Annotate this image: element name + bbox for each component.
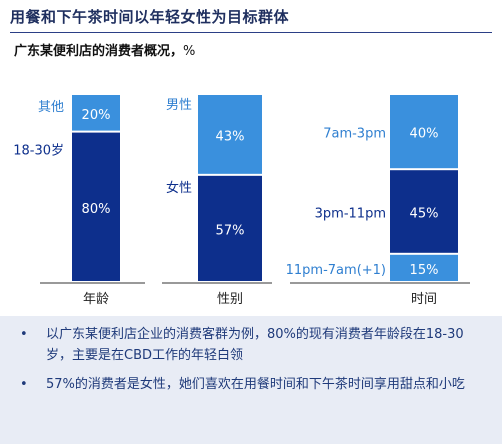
note-text: 57%的消费者是女性，她们喜欢在用餐时间和下午茶时间享用甜点和小吃 [46,377,465,392]
series-label: 18-30岁 [13,144,64,159]
data-label: 20% [82,108,111,123]
subtitle-unit: % [183,44,196,59]
title-divider [10,32,492,33]
bullet-icon: • [20,377,28,392]
data-label: 57% [216,223,245,238]
series-label: 11pm-7am(+1) [286,263,386,278]
data-label: 43% [216,129,245,144]
bar-segment [198,175,262,281]
subtitle-text: 广东某便利店的消费者概况， [14,44,184,59]
series-label: 3pm-11pm [315,207,386,222]
chart-subtitle: 广东某便利店的消费者概况，% [14,40,195,59]
bar-segment [72,132,120,281]
note-item: • 57%的消费者是女性，她们喜欢在用餐时间和下午茶时间享用甜点和小吃 [20,374,480,395]
note-item: • 以广东某便利店企业的消费客群为例，80%的现有消费者年龄段在18-30岁，主… [20,324,480,366]
data-label: 80% [82,202,111,217]
category-label: 年龄 [83,292,109,307]
series-label: 男性 [166,98,192,113]
data-label: 15% [410,263,439,278]
note-text: 以广东某便利店企业的消费客群为例，80%的现有消费者年龄段在18-30岁，主要是… [46,327,464,363]
bar-segment [198,95,262,174]
category-label: 性别 [217,292,243,307]
data-label: 40% [410,127,439,142]
series-label: 其他 [38,100,64,115]
data-label: 45% [410,207,439,222]
bullet-icon: • [20,327,28,342]
bar-segment [390,170,458,253]
bar-segment [390,95,458,169]
page-title: 用餐和下午茶时间以年轻女性为目标群体 [10,8,290,26]
notes-panel: • 以广东某便利店企业的消费客群为例，80%的现有消费者年龄段在18-30岁，主… [0,316,502,444]
bar-segment [390,254,458,281]
bar-segment [72,95,120,131]
series-label: 7am-3pm [323,127,386,142]
series-label: 女性 [166,180,192,196]
category-label: 时间 [411,292,437,307]
